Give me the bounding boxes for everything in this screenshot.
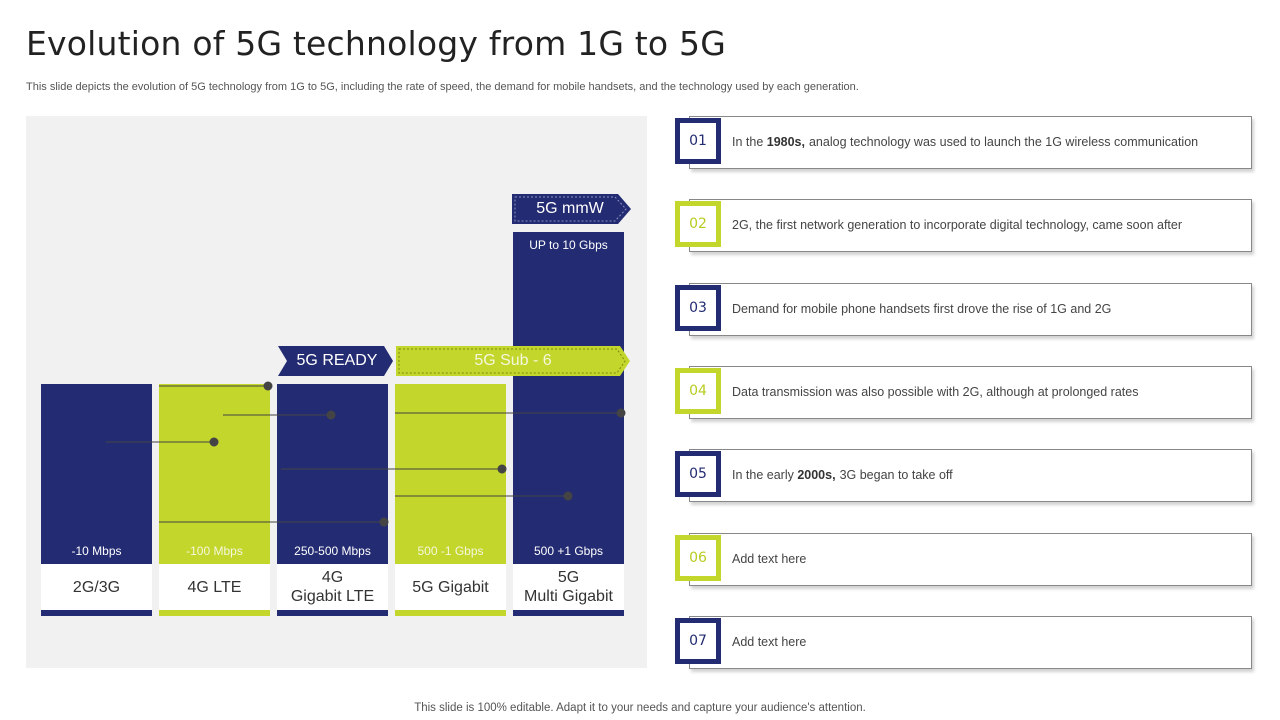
connector-line [106, 437, 219, 447]
footer-note: This slide is 100% editable. Adapt it to… [414, 702, 866, 714]
bar-base-strip [159, 610, 270, 616]
step-text: Add text here [732, 634, 807, 649]
connector-line [395, 491, 573, 501]
step-text: Add text here [732, 551, 807, 566]
bar-label: 5G Multi Gigabit [513, 564, 624, 610]
step-box [689, 116, 1252, 169]
tag-5g-sub6-shape [396, 346, 630, 376]
bar-2g3g: -10 Mbps [41, 384, 152, 564]
step-text-bold: 1980s, [766, 134, 805, 149]
tag-5g-mmw: 5G mmW [536, 200, 604, 217]
step-text: 2G, the first network generation to inco… [732, 217, 1183, 232]
bar-label: 4G Gigabit LTE [277, 564, 388, 610]
bar-speed: 500 -1 Gbps [417, 544, 484, 558]
step-row: 04 Data transmission was also possible w… [675, 366, 1252, 420]
step-text: Data transmission was also possible with… [732, 384, 1139, 399]
bar-speed: 250-500 Mbps [294, 544, 371, 558]
step-number: 05 [675, 451, 721, 497]
step-number: 01 [675, 118, 721, 164]
step-number: 02 [675, 201, 721, 247]
bar-speed: -10 Mbps [71, 544, 122, 558]
bar-4g-lte: -100 Mbps [159, 384, 270, 564]
step-number: 07 [675, 618, 721, 664]
step-box [689, 449, 1252, 502]
bar-base-strip [395, 610, 506, 616]
step-text: In the 1980s, analog technology was used … [732, 116, 1247, 167]
step-number: 04 [675, 368, 721, 414]
step-text-post: analog technology was used to launch the… [808, 134, 1199, 149]
tag-5g-mmw-shape [512, 194, 631, 224]
bar-base-strip [277, 610, 388, 616]
step-row: 06 Add text here [675, 533, 1252, 587]
step-row: 01 In the 1980s, analog technology was us… [675, 116, 1252, 170]
connector-line [395, 408, 626, 418]
connector-line [159, 381, 273, 391]
bar-label: 4G LTE [159, 564, 270, 610]
step-box [689, 533, 1252, 586]
step-text: In the early 2000s, 3G began to take off [732, 449, 1247, 500]
tag-5g-ready-shape [278, 346, 393, 376]
tag-5g-ready: 5G READY [296, 352, 378, 369]
bar-speed: 500 +1 Gbps [533, 544, 604, 558]
step-row: 03 Demand for mobile phone handsets firs… [675, 283, 1252, 337]
tag-5g-sub6: 5G Sub - 6 [474, 352, 552, 369]
step-text-pre: In the early [732, 467, 798, 482]
connector-line [223, 410, 336, 420]
connector-line [281, 464, 507, 474]
step-text-bold: 2000s, [797, 467, 836, 482]
step-row: 02 2G, the first network generation to i… [675, 199, 1252, 253]
page-title: Evolution of 5G technology from 1G to 5G [26, 24, 726, 63]
step-row: 05 In the early 2000s, 3G began to take o… [675, 449, 1252, 503]
bar-speed: -100 Mbps [186, 544, 243, 558]
step-text: Demand for mobile phone handsets first d… [732, 301, 1112, 316]
step-box [689, 283, 1252, 336]
bar-top-speed: UP to 10 Gbps [529, 238, 608, 252]
step-number: 06 [675, 535, 721, 581]
step-box [689, 366, 1252, 419]
step-text-pre: In the [732, 134, 767, 149]
step-row: 07 Add text here [675, 616, 1252, 670]
step-box [689, 199, 1252, 252]
bar-5g-multi-gigabit: UP to 10 Gbps 500 +1 Gbps [513, 232, 624, 564]
bar-label: 5G Gigabit [395, 564, 506, 610]
bar-base-strip [41, 610, 152, 616]
step-text-post: 3G began to take off [839, 467, 953, 482]
page-subtitle: This slide depicts the evolution of 5G t… [26, 81, 859, 93]
step-box [689, 616, 1252, 669]
step-number: 03 [675, 285, 721, 331]
connector-line [159, 517, 389, 527]
bar-label: 2G/3G [41, 564, 152, 610]
bar-base-strip [513, 610, 624, 616]
bar-5g-gigabit: 500 -1 Gbps [395, 384, 506, 564]
